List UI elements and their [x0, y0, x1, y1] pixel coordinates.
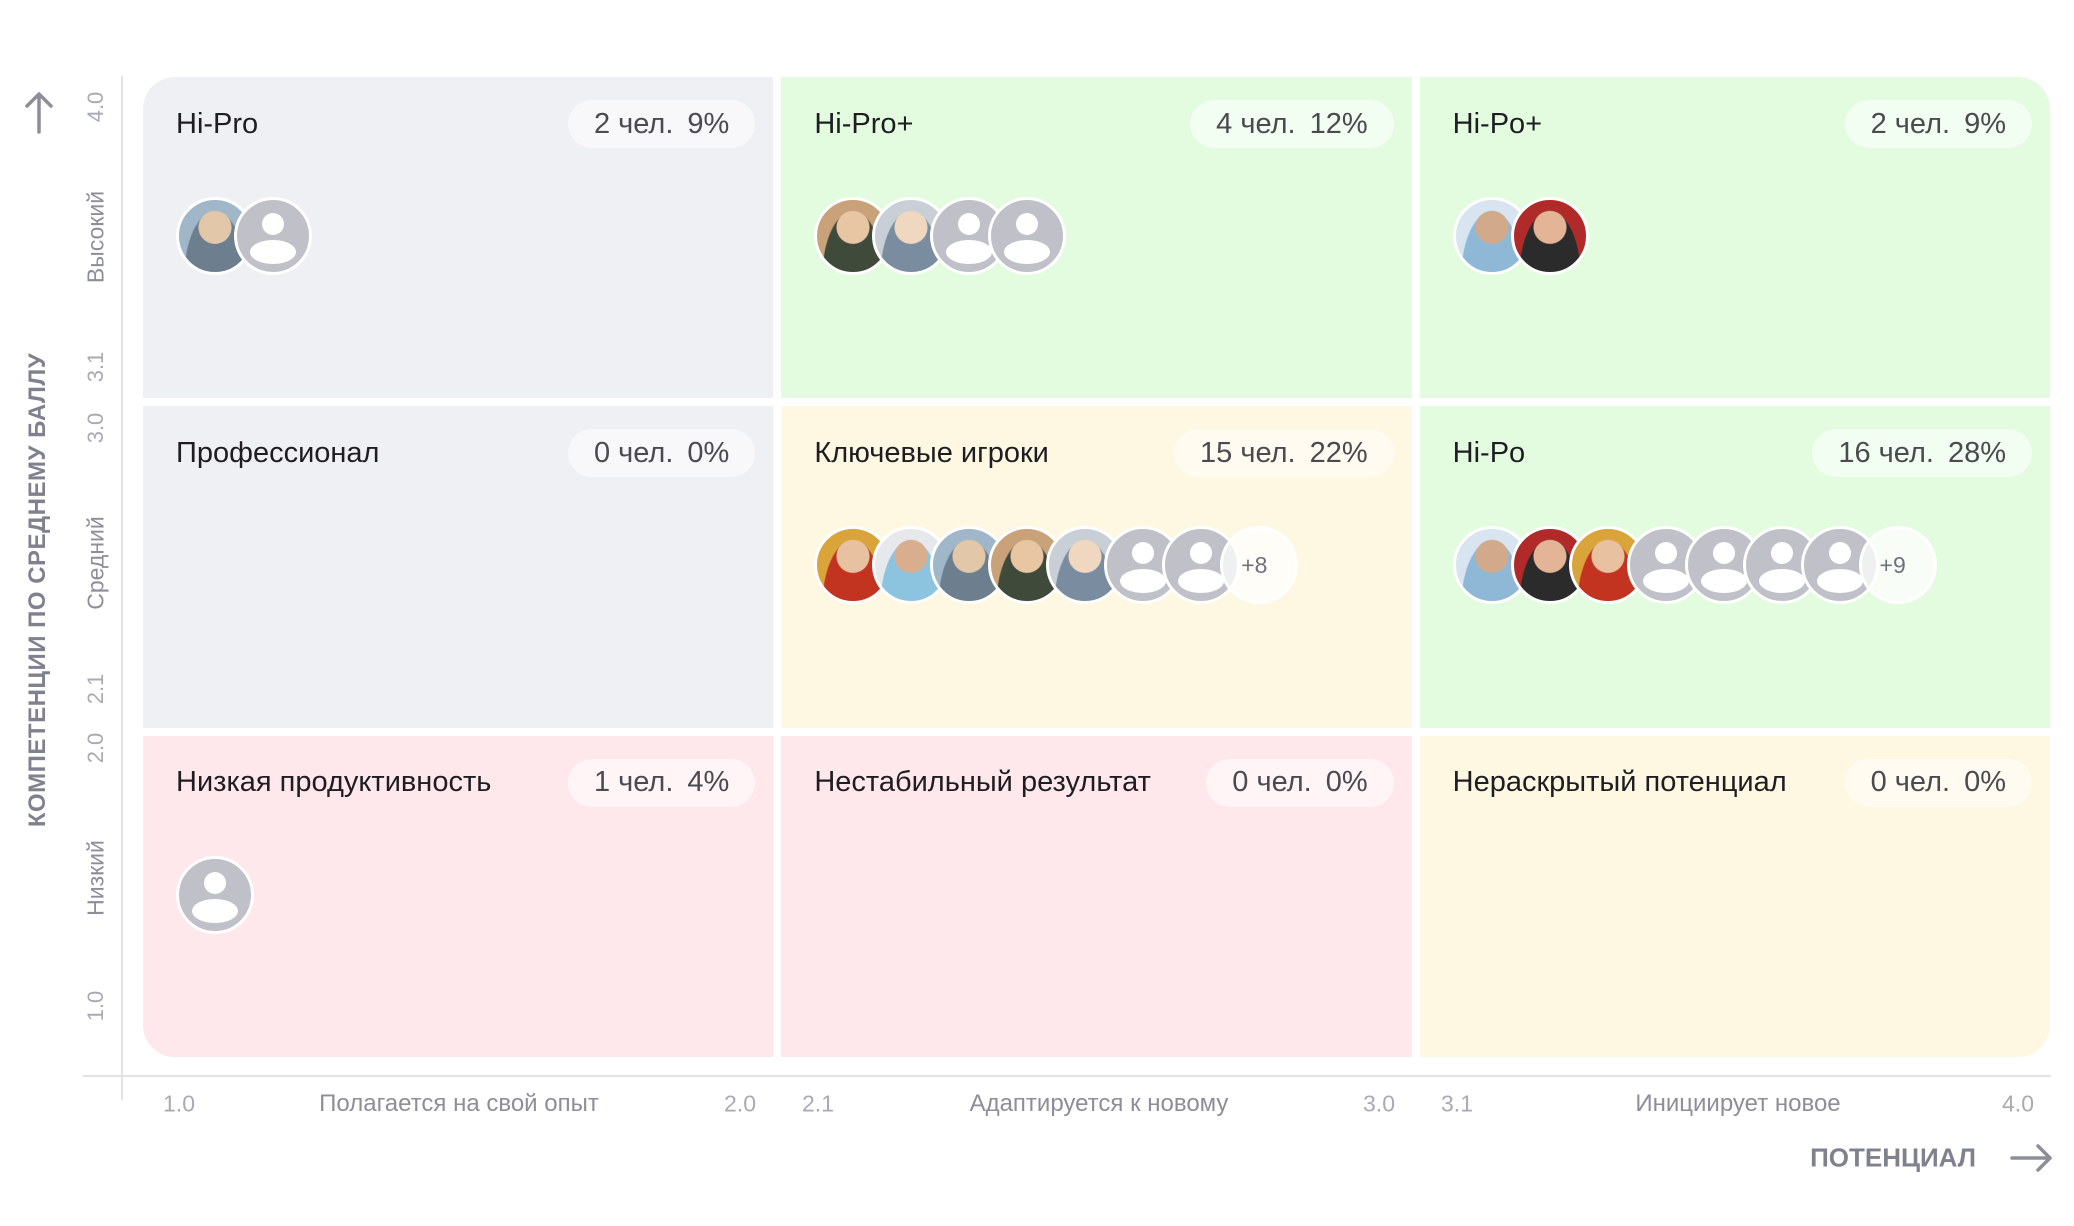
- avatar-placeholder-icon[interactable]: [1104, 526, 1183, 605]
- cell-header: Низкая продуктивность 1 чел. 4%: [176, 758, 756, 808]
- cell-header: Ключевые игроки 15 чел. 22%: [814, 428, 1394, 478]
- cell-header: Hi-Pro+ 4 чел. 12%: [814, 99, 1394, 149]
- y-tick: 3.1: [83, 351, 108, 383]
- count-badge: 2 чел. 9%: [1844, 100, 2032, 148]
- people-count: 0 чел.: [1232, 766, 1312, 799]
- people-count: 16 чел.: [1838, 436, 1934, 469]
- y-axis-line: [121, 76, 123, 1100]
- avatar-photo[interactable]: [1568, 526, 1647, 605]
- y-axis-title: КОМПЕТЕНЦИИ ПО СРЕДНЕМУ БАЛЛУ: [24, 352, 51, 828]
- avatar-placeholder-icon[interactable]: [176, 855, 254, 934]
- cell-title: Hi-Pro+: [814, 107, 914, 140]
- x-tick: 3.0: [1363, 1090, 1395, 1117]
- avatar-placeholder-icon[interactable]: [988, 197, 1067, 275]
- y-tick: 3.0: [83, 412, 108, 444]
- avatar-group: +9: [1452, 526, 1937, 605]
- avatar-placeholder-icon[interactable]: [234, 197, 312, 275]
- grid-cell-2[interactable]: Hi-Pro+ 4 чел. 12%: [781, 77, 1412, 399]
- avatar-group: [176, 197, 312, 275]
- avatar-group: [1452, 197, 1589, 275]
- people-count: 0 чел.: [593, 436, 674, 469]
- cell-title: Hi-Po+: [1452, 107, 1543, 140]
- avatar-group: [176, 855, 254, 934]
- people-count: 15 чел.: [1200, 436, 1296, 469]
- x-band-label-initiates: Инициирует новое: [1635, 1090, 1841, 1117]
- count-badge: 0 чел. 0%: [567, 429, 756, 478]
- people-percent: 9%: [1964, 107, 2006, 140]
- cell-header: Hi-Pro 2 чел. 9%: [176, 99, 756, 149]
- cell-header: Нестабильный результат 0 чел. 0%: [814, 758, 1394, 808]
- people-percent: 0%: [1964, 766, 2006, 799]
- people-count: 2 чел.: [593, 107, 674, 140]
- people-percent: 0%: [1325, 766, 1368, 799]
- avatar-group: +8: [814, 526, 1299, 605]
- grid-cell-7[interactable]: Низкая продуктивность 1 чел. 4%: [143, 735, 774, 1057]
- x-tick: 3.1: [1441, 1090, 1473, 1117]
- x-band-label-experience: Полагается на свой опыт: [319, 1090, 599, 1117]
- cell-title: Hi-Pro: [176, 107, 259, 140]
- x-tick: 1.0: [163, 1090, 195, 1117]
- count-badge: 2 чел. 9%: [567, 100, 756, 148]
- avatar-placeholder-icon[interactable]: [1800, 526, 1879, 605]
- y-tick: 2.0: [83, 732, 108, 764]
- grid-cell-4[interactable]: Профессионал 0 чел. 0%: [143, 406, 774, 728]
- x-axis-line: [83, 1075, 2051, 1077]
- people-count: 4 чел.: [1216, 107, 1296, 140]
- y-tick: 2.1: [83, 673, 108, 705]
- people-count: 0 чел.: [1870, 766, 1951, 799]
- more-avatars-button[interactable]: +9: [1858, 526, 1937, 605]
- cell-title: Ключевые игроки: [814, 436, 1049, 469]
- grid-cell-5[interactable]: Ключевые игроки 15 чел. 22% +8: [781, 406, 1412, 728]
- avatar-placeholder-icon[interactable]: [1626, 526, 1705, 605]
- avatar-placeholder-icon[interactable]: [1742, 526, 1821, 605]
- y-band-label-medium: Средний: [82, 516, 109, 610]
- x-tick: 2.0: [724, 1090, 756, 1117]
- y-band-label-low: Низкий: [82, 840, 109, 916]
- x-axis-title: ПОТЕНЦИАЛ: [1810, 1142, 1976, 1173]
- cell-title: Hi-Po: [1452, 436, 1526, 469]
- grid-cell-9[interactable]: Нераскрытый потенциал 0 чел. 0%: [1419, 735, 2050, 1057]
- cell-title: Профессионал: [176, 436, 380, 469]
- avatar-photo[interactable]: [1510, 197, 1589, 275]
- people-percent: 9%: [687, 107, 730, 140]
- people-count: 2 чел.: [1870, 107, 1951, 140]
- avatar-photo[interactable]: [988, 526, 1067, 605]
- y-tick: 1.0: [83, 990, 108, 1022]
- people-percent: 4%: [687, 766, 730, 799]
- y-tick: 4.0: [83, 91, 108, 123]
- people-count: 1 чел.: [593, 766, 674, 799]
- cell-title: Нестабильный результат: [814, 766, 1151, 799]
- grid-cell-8[interactable]: Нестабильный результат 0 чел. 0%: [781, 735, 1412, 1057]
- cell-title: Низкая продуктивность: [176, 766, 492, 799]
- count-badge: 0 чел. 0%: [1844, 758, 2032, 807]
- nine-box-grid: Hi-Pro 2 чел. 9% Hi-Pro+ 4 чел. 12% Hi-P…: [143, 77, 2050, 1057]
- people-percent: 28%: [1947, 436, 2006, 469]
- cell-title: Нераскрытый потенциал: [1452, 766, 1787, 799]
- cell-header: Нераскрытый потенциал 0 чел. 0%: [1453, 758, 2032, 808]
- count-badge: 15 чел. 22%: [1174, 429, 1394, 478]
- more-avatars-button[interactable]: +8: [1220, 526, 1299, 605]
- x-tick: 2.1: [802, 1090, 834, 1117]
- avatar-group: [814, 197, 1067, 275]
- count-badge: 1 чел. 4%: [567, 758, 756, 807]
- people-percent: 22%: [1309, 436, 1368, 469]
- grid-cell-1[interactable]: Hi-Pro 2 чел. 9%: [143, 77, 774, 399]
- people-percent: 12%: [1309, 107, 1368, 140]
- x-band-label-adapts: Адаптируется к новому: [969, 1090, 1229, 1117]
- arrow-up-icon: [25, 92, 53, 134]
- x-tick: 4.0: [2002, 1090, 2034, 1117]
- people-percent: 0%: [687, 436, 730, 469]
- cell-header: Hi-Po 16 чел. 28%: [1453, 428, 2032, 478]
- count-badge: 0 чел. 0%: [1206, 758, 1394, 807]
- count-badge: 16 чел. 28%: [1812, 429, 2032, 478]
- cell-header: Профессионал 0 чел. 0%: [176, 428, 756, 478]
- cell-header: Hi-Po+ 2 чел. 9%: [1453, 99, 2032, 149]
- arrow-right-icon: [2010, 1144, 2052, 1172]
- y-band-label-high: Высокий: [82, 190, 109, 284]
- count-badge: 4 чел. 12%: [1190, 100, 1394, 148]
- grid-cell-3[interactable]: Hi-Po+ 2 чел. 9%: [1419, 77, 2050, 399]
- grid-cell-6[interactable]: Hi-Po 16 чел. 28% +9: [1419, 406, 2050, 728]
